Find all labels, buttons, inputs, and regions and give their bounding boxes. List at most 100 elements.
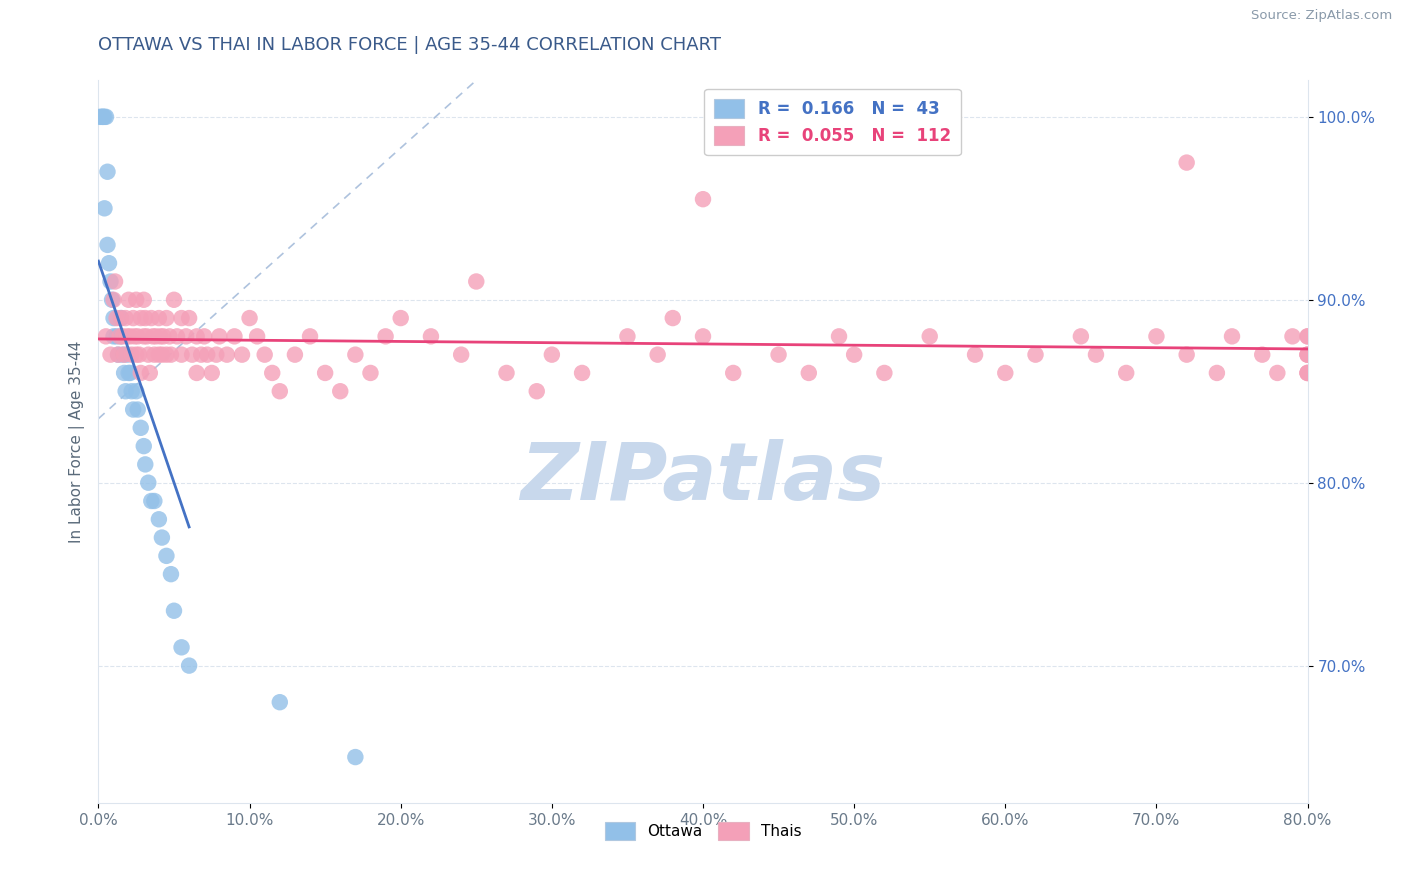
- Point: [160, 567, 183, 582]
- Point: [103, 293, 125, 307]
- Text: Source: ZipAtlas.com: Source: ZipAtlas.com: [1251, 9, 1392, 22]
- Point: [104, 275, 127, 289]
- Point: [100, 348, 122, 362]
- Point: [93, 110, 115, 124]
- Point: [136, 348, 159, 362]
- Point: [389, 311, 412, 326]
- Point: [692, 329, 714, 343]
- Point: [103, 311, 125, 326]
- Point: [110, 311, 132, 326]
- Point: [465, 275, 488, 289]
- Point: [142, 329, 165, 343]
- Point: [105, 329, 128, 343]
- Point: [495, 366, 517, 380]
- Text: ZIPatlas: ZIPatlas: [520, 439, 886, 516]
- Point: [170, 640, 193, 655]
- Point: [135, 329, 157, 343]
- Point: [374, 329, 396, 343]
- Point: [269, 384, 291, 399]
- Point: [170, 311, 193, 326]
- Point: [118, 293, 141, 307]
- Point: [1085, 348, 1108, 362]
- Point: [163, 293, 186, 307]
- Point: [844, 348, 866, 362]
- Point: [148, 311, 170, 326]
- Point: [1251, 348, 1274, 362]
- Point: [98, 256, 121, 270]
- Point: [91, 110, 114, 124]
- Point: [149, 329, 172, 343]
- Point: [179, 658, 201, 673]
- Point: [195, 348, 218, 362]
- Point: [1175, 155, 1198, 169]
- Point: [262, 366, 284, 380]
- Point: [1024, 348, 1046, 362]
- Point: [208, 329, 231, 343]
- Point: [918, 329, 941, 343]
- Point: [1296, 366, 1319, 380]
- Point: [215, 348, 238, 362]
- Point: [111, 329, 134, 343]
- Point: [314, 366, 336, 380]
- Point: [360, 366, 382, 380]
- Point: [127, 402, 149, 417]
- Point: [150, 348, 173, 362]
- Point: [132, 329, 155, 343]
- Point: [329, 384, 352, 399]
- Point: [152, 329, 174, 343]
- Point: [540, 348, 562, 362]
- Point: [134, 458, 156, 472]
- Point: [186, 366, 208, 380]
- Point: [115, 329, 138, 343]
- Text: OTTAWA VS THAI IN LABOR FORCE | AGE 35-44 CORRELATION CHART: OTTAWA VS THAI IN LABOR FORCE | AGE 35-4…: [98, 36, 721, 54]
- Point: [127, 329, 149, 343]
- Point: [193, 329, 215, 343]
- Point: [120, 366, 142, 380]
- Point: [1296, 366, 1319, 380]
- Point: [110, 311, 132, 326]
- Point: [1206, 366, 1229, 380]
- Point: [828, 329, 851, 343]
- Point: [181, 348, 204, 362]
- Point: [96, 238, 118, 252]
- Point: [120, 329, 142, 343]
- Point: [1175, 348, 1198, 362]
- Point: [91, 110, 114, 124]
- Point: [125, 348, 148, 362]
- Point: [1296, 348, 1319, 362]
- Point: [616, 329, 638, 343]
- Point: [253, 348, 276, 362]
- Point: [141, 311, 163, 326]
- Point: [114, 311, 136, 326]
- Point: [1144, 329, 1167, 343]
- Point: [163, 604, 186, 618]
- Point: [1296, 329, 1319, 343]
- Point: [136, 475, 159, 490]
- Point: [1296, 348, 1319, 362]
- Point: [155, 311, 177, 326]
- Point: [1296, 366, 1319, 380]
- Point: [965, 348, 987, 362]
- Point: [994, 366, 1017, 380]
- Point: [121, 348, 143, 362]
- Point: [692, 192, 714, 206]
- Point: [132, 439, 155, 453]
- Point: [647, 348, 669, 362]
- Legend: Ottawa, Thais: Ottawa, Thais: [599, 816, 807, 846]
- Point: [284, 348, 307, 362]
- Point: [873, 366, 896, 380]
- Point: [100, 275, 122, 289]
- Point: [420, 329, 443, 343]
- Point: [121, 384, 143, 399]
- Point: [122, 311, 145, 326]
- Point: [661, 311, 683, 326]
- Point: [105, 311, 128, 326]
- Point: [110, 329, 132, 343]
- Point: [299, 329, 322, 343]
- Point: [107, 348, 129, 362]
- Point: [125, 293, 148, 307]
- Point: [122, 402, 145, 417]
- Point: [344, 348, 367, 362]
- Point: [231, 348, 253, 362]
- Point: [128, 348, 150, 362]
